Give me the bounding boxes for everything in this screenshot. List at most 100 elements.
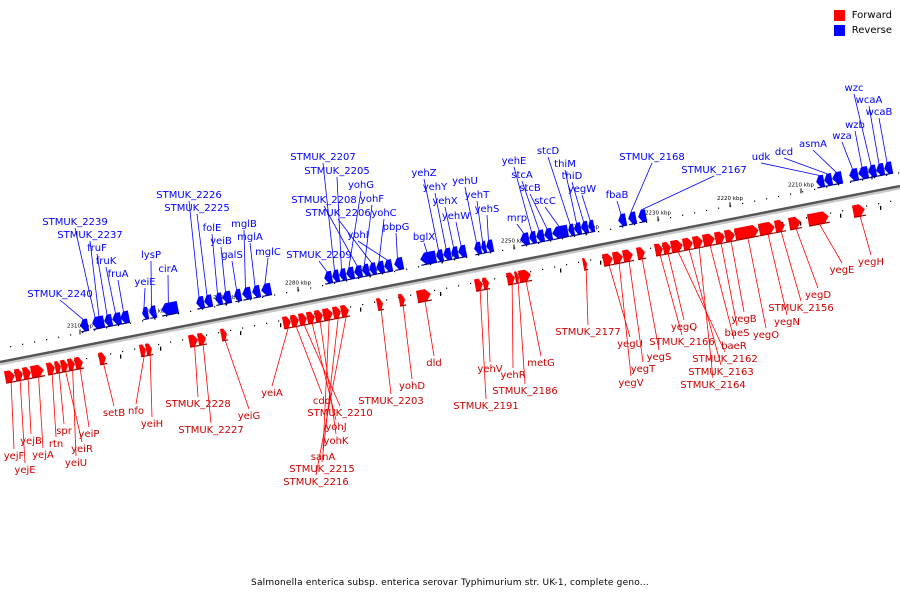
reverse-gene-yegW-edge: [589, 230, 596, 234]
forward-gene-STMUK_2203: [375, 298, 383, 311]
minor-tick-top: [202, 308, 204, 310]
minor-tick-bottom: [446, 287, 448, 289]
reverse-gene-wzb: [858, 165, 870, 179]
forward-gene-leader: [380, 309, 392, 395]
reverse-gene-label: wcaB: [866, 107, 893, 118]
forward-gene-STMUK_2191: [473, 278, 483, 292]
minor-tick-top: [586, 233, 588, 235]
reverse-gene-fbaB-edge: [619, 224, 628, 228]
forward-gene-STMUK_2164: [691, 235, 703, 249]
scale-tick-label: 2310 kbp: [67, 323, 93, 329]
reverse-gene-thiM-edge: [575, 233, 583, 236]
forward-gene-leader: [795, 228, 819, 289]
reverse-gene-STMUK_2240-edge: [81, 329, 90, 333]
reverse-gene-label: stcD: [537, 146, 560, 157]
minor-tick-top: [694, 212, 696, 214]
minor-tick-bottom: [842, 210, 844, 212]
minor-tick-top: [286, 292, 288, 294]
forward-gene-label: yeiR: [71, 444, 93, 455]
forward-gene-STMUK_2163: [681, 237, 693, 251]
reverse-gene-label: yeiE: [134, 277, 155, 288]
reverse-gene-leader: [878, 117, 888, 163]
forward-gene-leader: [424, 301, 435, 357]
forward-gene-yohK: [313, 309, 323, 323]
reverse-gene-label: bglX: [413, 232, 435, 243]
minor-tick-top: [754, 200, 756, 202]
minor-tick-top: [838, 184, 840, 186]
reverse-gene-label: STMUK_2237: [57, 230, 122, 241]
reverse-gene-wzb-edge: [859, 177, 870, 181]
forward-gene-label: yegN: [774, 317, 800, 328]
reverse-gene-STMUK_2206-edge: [370, 273, 378, 276]
reverse-gene-label: yehE: [502, 156, 527, 167]
minor-tick-top: [622, 226, 624, 228]
major-tick-bottom: [840, 213, 842, 218]
reverse-gene-yehU: [474, 241, 483, 255]
minor-tick-top: [670, 216, 672, 219]
reverse-gene-wcaB-edge: [885, 172, 894, 176]
minor-tick-top: [706, 209, 708, 212]
reverse-gene-STMUK_2167: [638, 209, 648, 223]
reverse-gene-leader: [211, 233, 218, 294]
forward-gene-leader: [51, 374, 57, 438]
reverse-gene-leader: [188, 200, 200, 297]
forward-gene-leader: [321, 318, 339, 463]
forward-gene-STMUK_2216: [339, 304, 349, 318]
reverse-gene-yehZ-edge: [437, 260, 445, 263]
reverse-gene-leader: [117, 279, 124, 312]
reverse-gene-yeiE: [142, 306, 150, 320]
forward-gene-leader: [511, 284, 514, 369]
reverse-gene-label: yehZ: [411, 168, 436, 179]
forward-gene-leader: [517, 283, 526, 385]
reverse-gene-yegW: [588, 219, 596, 232]
scale-tick-label: 2250 kbp: [501, 238, 527, 244]
minor-tick-bottom: [242, 327, 244, 329]
forward-gene-STMUK_2177: [581, 257, 587, 271]
minor-tick-top: [214, 306, 216, 308]
forward-gene-label: yegT: [631, 364, 656, 375]
minor-tick-top: [502, 249, 504, 252]
reverse-gene-mrp: [520, 232, 531, 246]
minor-tick-bottom: [542, 268, 544, 270]
reverse-gene-leader: [581, 194, 591, 221]
forward-gene-label: yehV: [477, 364, 502, 375]
reverse-gene-yehY: [443, 247, 453, 261]
forward-gene-STMUK_2227: [196, 332, 206, 346]
reverse-gene-leader: [231, 260, 237, 290]
legend-reverse: Reverse: [833, 23, 892, 38]
minor-tick-bottom: [866, 205, 868, 207]
reverse-gene-leader: [243, 229, 246, 288]
minor-tick-bottom: [878, 203, 880, 205]
forward-gene-leader: [608, 265, 631, 338]
minor-tick-top: [226, 303, 228, 306]
reverse-gene-galS-edge: [235, 299, 243, 303]
minor-tick-bottom: [206, 334, 208, 336]
major-tick-bottom: [800, 221, 802, 226]
reverse-gene-leader: [434, 192, 447, 249]
reverse-gene-wzc: [868, 164, 878, 178]
forward-gene-yegH: [851, 204, 865, 218]
forward-gene-label: yeiU: [65, 458, 87, 469]
forward-gene-label: yegB: [731, 314, 756, 325]
minor-tick-top: [742, 202, 744, 205]
reverse-gene-label: yohF: [360, 194, 384, 205]
reverse-gene-STMUK_2207-edge: [333, 280, 341, 284]
forward-gene-yegB-edge: [726, 239, 737, 243]
forward-gene-label: STMUK_2228: [165, 399, 230, 410]
reverse-gene-label: yehW: [442, 211, 470, 222]
forward-gene-STMUK_2162: [669, 239, 683, 253]
minor-tick-top: [466, 256, 468, 259]
forward-gene-label: yohJ: [325, 422, 346, 433]
reverse-gene-mglA-edge: [253, 296, 262, 299]
reverse-gene-yehT: [481, 240, 488, 253]
minor-tick-top: [130, 322, 132, 324]
minor-tick-top: [382, 273, 384, 275]
reverse-gene-leader: [571, 181, 584, 222]
reverse-gene-label: mglA: [237, 232, 263, 243]
reverse-gene-mrp-edge: [521, 243, 531, 247]
reverse-gene-leader: [464, 186, 477, 243]
reverse-gene-STMUK_2205: [339, 268, 348, 281]
reverse-gene-leader: [521, 180, 540, 231]
minor-tick-top: [538, 242, 540, 244]
major-tick-bottom: [880, 205, 882, 210]
